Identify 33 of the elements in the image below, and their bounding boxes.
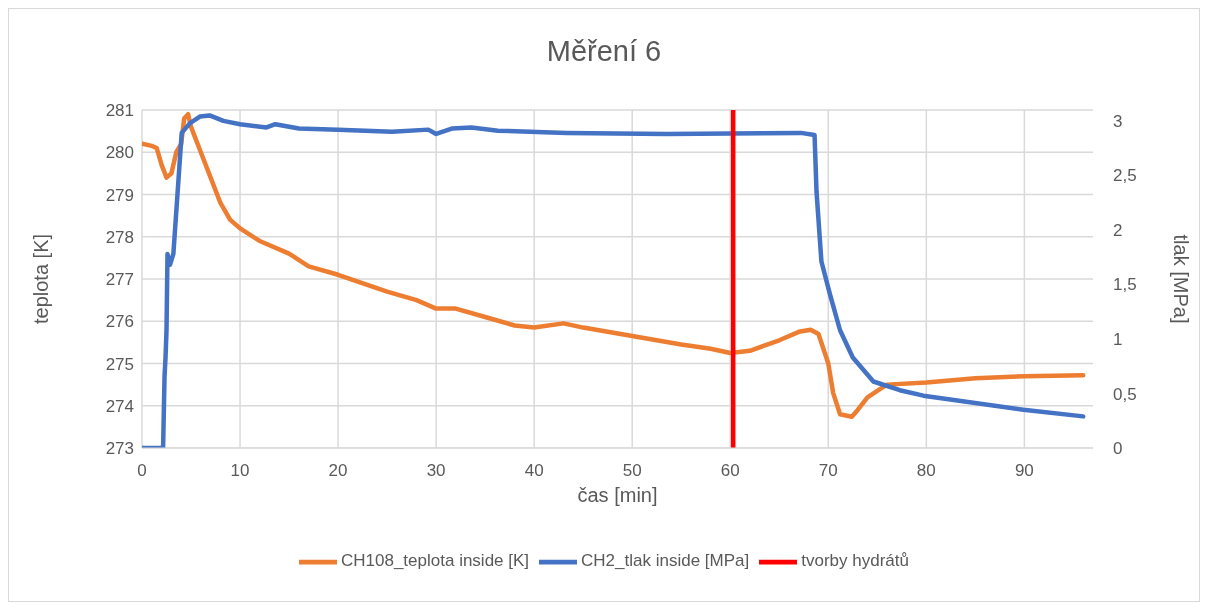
y2-tick-label: 1,5 bbox=[1113, 275, 1137, 295]
y-tick-label: 278 bbox=[105, 227, 134, 247]
y2-tick-label: 3 bbox=[1113, 111, 1123, 131]
y-axis-title: teplota [K] bbox=[30, 233, 53, 325]
x-tick-label: 50 bbox=[622, 461, 642, 481]
x-tick-label: 40 bbox=[524, 461, 544, 481]
x-tick-label: 80 bbox=[916, 461, 936, 481]
x-tick-label: 60 bbox=[720, 461, 740, 481]
y2-tick-label: 0,5 bbox=[1113, 384, 1137, 404]
y2-tick-label: 2,5 bbox=[1113, 166, 1137, 186]
x-tick-label: 10 bbox=[230, 461, 250, 481]
x-tick-label: 30 bbox=[426, 461, 446, 481]
y2-tick-label: 1 bbox=[1113, 330, 1123, 349]
legend-label: CH2_tlak inside [MPa] bbox=[581, 551, 750, 571]
y2-axis-title: tlak [MPa] bbox=[1169, 234, 1192, 324]
y-tick-label: 274 bbox=[105, 396, 134, 416]
y-tick-label: 279 bbox=[105, 185, 134, 205]
y-tick-label: 273 bbox=[105, 439, 134, 459]
y2-tick-label: 0 bbox=[1113, 439, 1123, 459]
y2-tick-label: 2 bbox=[1113, 220, 1123, 240]
y-tick-label: 281 bbox=[105, 101, 134, 121]
x-axis-title: čas [min] bbox=[577, 484, 658, 507]
legend-label: tvorby hydrátů bbox=[801, 551, 909, 571]
y-tick-label: 275 bbox=[105, 354, 134, 374]
legend-label: CH108_teplota inside [K] bbox=[341, 551, 530, 571]
y-tick-label: 277 bbox=[105, 270, 134, 290]
x-tick-label: 90 bbox=[1014, 461, 1034, 481]
y-tick-label: 276 bbox=[105, 312, 134, 332]
x-tick-label: 20 bbox=[328, 461, 348, 481]
x-tick-label: 0 bbox=[137, 461, 147, 481]
chart-title: Měření 6 bbox=[545, 35, 663, 68]
x-tick-label: 70 bbox=[818, 461, 838, 481]
y-tick-label: 280 bbox=[105, 143, 134, 163]
